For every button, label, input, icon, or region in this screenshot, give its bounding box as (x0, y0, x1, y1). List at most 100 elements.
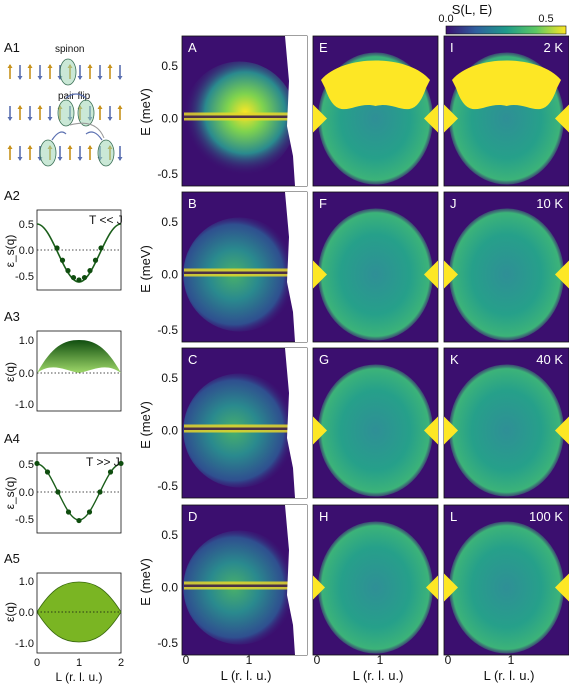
temperature-label: 100 K (529, 509, 563, 524)
thermal-dots-a2 (54, 245, 104, 283)
ytick-a3-mid: 0.0 (19, 368, 34, 380)
spin-chain-diagram (7, 58, 123, 167)
data-point (44, 469, 51, 475)
panel-label: F (319, 196, 327, 211)
temperature-label: 10 K (536, 196, 563, 211)
panel-label: J (450, 196, 457, 211)
continuum-a3-lower-edge (37, 367, 121, 373)
grid-ytick: 0.5 (161, 59, 178, 73)
colorbar-max: 0.5 (538, 13, 553, 25)
spin-arrowhead (37, 76, 43, 80)
grid-ytick: 0.0 (161, 268, 178, 282)
spinon-ellipse (39, 139, 57, 167)
spinon-ellipse (57, 99, 75, 127)
spin-arrowhead (117, 76, 123, 80)
ytick-a3-top: 1.0 (19, 335, 34, 347)
edge-intensity-right (424, 260, 438, 289)
ytick-a2-bot: -0.5 (15, 271, 34, 283)
continuum-dome (449, 521, 564, 654)
xtick-a5-2: 2 (118, 657, 124, 669)
spin-arrowhead (87, 145, 93, 149)
colorbar: S(L, E) 0.0 0.5 (438, 2, 567, 35)
panel-label-a3: A3 (4, 309, 20, 324)
thermal-dot (81, 274, 88, 281)
grid-xtick: 1 (508, 653, 515, 667)
edge-intensity-left (313, 575, 325, 600)
heatmap-panel: L 100 K (443, 504, 569, 656)
grid-ylabel-row1: E (meV) (138, 88, 153, 136)
heatmap-panel: J 10 K (443, 191, 569, 343)
xtick-a5-1: 1 (76, 657, 82, 669)
grid-ytick: -0.5 (157, 323, 178, 337)
ytick-a5-bot: -1.0 (15, 638, 34, 650)
grid-ylabel-row3: E (meV) (138, 401, 153, 449)
grid-xlabels: L (r. l. u.) L (r. l. u.) L (r. l. u.) (221, 668, 535, 683)
grid-xtick: 0 (314, 653, 321, 667)
edge-intensity-right (424, 416, 438, 445)
detector-mask (285, 192, 307, 342)
grid-ylabels: E (meV) E (meV) E (meV) E (meV) (138, 88, 153, 606)
spin-arrowhead (97, 105, 103, 109)
spin-arrowhead (97, 76, 103, 80)
spin-arrowhead (27, 64, 33, 68)
spin-arrowhead (17, 105, 23, 109)
edge-intensity-right (555, 260, 569, 289)
spin-arrowhead (77, 76, 83, 80)
thermal-dot (87, 268, 93, 274)
panel-a5: A5 1.0 0.0 -1.0 ε(q) 0 1 2 L (r. l. u.) (3, 551, 124, 684)
ytick-a4-top: 0.5 (19, 459, 34, 471)
panel-label: E (319, 40, 328, 55)
ylabel-a5: ε(q) (3, 602, 17, 622)
spinon-ellipse (77, 99, 95, 127)
spin-arrowhead (47, 64, 53, 68)
detector-mask (285, 505, 307, 655)
colorbar-title: S(L, E) (452, 2, 492, 17)
spin-arrowhead (107, 64, 113, 68)
edge-intensity-left (313, 416, 327, 445)
grid-ytick: -0.5 (157, 167, 178, 181)
continuum-a3 (37, 340, 121, 373)
elastic-line-dark (184, 271, 289, 274)
panel-a2: A2 T << J 0.5 0.0 -0.5 ε_s(q) (3, 188, 123, 291)
data-point (76, 517, 82, 524)
continuum-dome (318, 364, 433, 497)
thermal-dot (65, 268, 71, 274)
grid-ytick: -0.5 (157, 479, 178, 493)
panel-label: D (188, 509, 197, 524)
data-point (55, 489, 61, 495)
heatmap-panel: I 2 K (443, 35, 569, 187)
data-point (34, 460, 40, 467)
ytick-a2-mid: 0.0 (19, 245, 34, 257)
grid-ylabel-row4: E (meV) (138, 558, 153, 606)
panel-label: G (319, 352, 329, 367)
data-point (118, 460, 124, 467)
spin-arrowhead (117, 157, 123, 161)
ytick-a5-top: 1.0 (19, 576, 34, 588)
heatmap-panel: D (181, 504, 308, 656)
grid-xtick: 1 (246, 653, 253, 667)
data-points-a4 (34, 460, 124, 524)
grid-ytick: 0.0 (161, 581, 178, 595)
detector-mask (285, 36, 307, 186)
spin-arrowhead (37, 105, 43, 109)
heatmap-panel: G (312, 347, 439, 499)
heatmap-grid: A E I 2 K B F J 10 K C G K 40 K D H L 100 K (181, 35, 569, 656)
pair-flip-label: pair flip (58, 91, 91, 102)
panel-label: A (188, 40, 197, 55)
temperature-label: 2 K (543, 40, 563, 55)
thermal-dot (92, 257, 99, 263)
edge-intensity-left (444, 260, 458, 289)
panel-label: K (450, 352, 459, 367)
thermal-dot (70, 274, 77, 281)
grid-xlabel-col1: L (r. l. u.) (221, 668, 272, 683)
spinon-band (452, 60, 561, 110)
data-point (107, 469, 114, 475)
spin-arrowhead (27, 117, 33, 121)
elastic-line-dark (184, 584, 289, 587)
colorbar-min: 0.0 (438, 13, 453, 25)
pair-flip-arrow (65, 93, 87, 99)
spin-arrowhead (107, 117, 113, 121)
grid-ytick: 0.5 (161, 371, 178, 385)
spin-arrowhead (27, 145, 33, 149)
